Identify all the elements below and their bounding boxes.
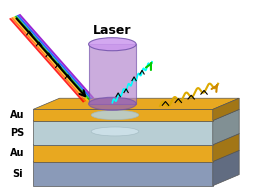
Polygon shape: [33, 109, 213, 121]
Polygon shape: [33, 98, 239, 109]
Polygon shape: [213, 134, 239, 162]
Ellipse shape: [89, 38, 136, 51]
Polygon shape: [33, 121, 213, 145]
Polygon shape: [33, 150, 239, 162]
Polygon shape: [213, 150, 239, 186]
Text: PS: PS: [10, 128, 24, 138]
Text: Si: Si: [12, 169, 22, 179]
Text: Au: Au: [10, 110, 25, 120]
Ellipse shape: [91, 127, 139, 136]
Polygon shape: [213, 109, 239, 145]
Text: Laser: Laser: [93, 24, 132, 37]
Polygon shape: [18, 14, 94, 98]
Text: Au: Au: [10, 148, 25, 158]
Polygon shape: [89, 44, 136, 104]
Polygon shape: [17, 15, 92, 99]
Polygon shape: [11, 17, 87, 102]
Polygon shape: [33, 145, 213, 162]
Polygon shape: [213, 98, 239, 121]
Polygon shape: [33, 162, 213, 186]
Ellipse shape: [91, 110, 139, 120]
Polygon shape: [33, 134, 239, 145]
Ellipse shape: [89, 97, 136, 110]
Polygon shape: [33, 109, 239, 121]
Polygon shape: [15, 15, 91, 100]
Polygon shape: [13, 16, 89, 101]
Polygon shape: [9, 18, 85, 103]
